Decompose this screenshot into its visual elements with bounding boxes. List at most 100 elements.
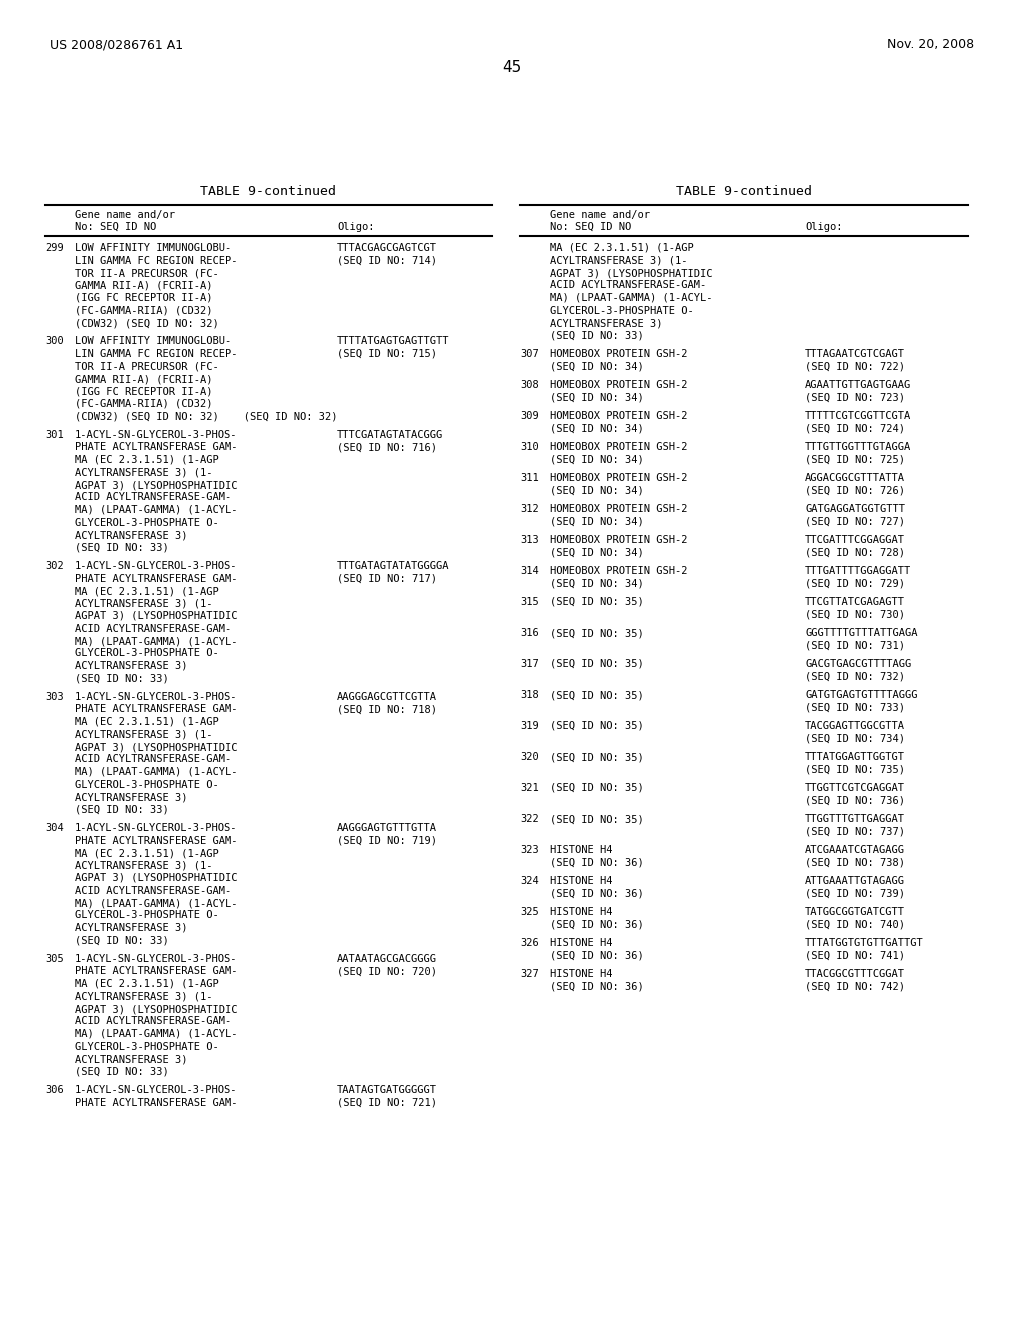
Text: ACID ACYLTRANSFERASE-GAM-: ACID ACYLTRANSFERASE-GAM- bbox=[75, 1016, 231, 1027]
Text: ACYLTRANSFERASE 3) (1-: ACYLTRANSFERASE 3) (1- bbox=[75, 861, 213, 870]
Text: (SEQ ID NO: 733): (SEQ ID NO: 733) bbox=[805, 702, 905, 713]
Text: TTTATGGTGTGTTGATTGT: TTTATGGTGTGTTGATTGT bbox=[805, 939, 924, 948]
Text: ACYLTRANSFERASE 3): ACYLTRANSFERASE 3) bbox=[550, 318, 663, 327]
Text: (SEQ ID NO: 741): (SEQ ID NO: 741) bbox=[805, 950, 905, 961]
Text: 318: 318 bbox=[520, 690, 539, 700]
Text: 312: 312 bbox=[520, 504, 539, 513]
Text: MA) (LPAAT-GAMMA) (1-ACYL-: MA) (LPAAT-GAMMA) (1-ACYL- bbox=[75, 1030, 238, 1039]
Text: TTTATGGAGTTGGTGT: TTTATGGAGTTGGTGT bbox=[805, 752, 905, 762]
Text: 323: 323 bbox=[520, 845, 539, 855]
Text: 314: 314 bbox=[520, 566, 539, 576]
Text: HOMEOBOX PROTEIN GSH-2: HOMEOBOX PROTEIN GSH-2 bbox=[550, 473, 687, 483]
Text: ACYLTRANSFERASE 3): ACYLTRANSFERASE 3) bbox=[75, 792, 187, 803]
Text: Gene name and/or: Gene name and/or bbox=[550, 210, 650, 220]
Text: (IGG FC RECEPTOR II-A): (IGG FC RECEPTOR II-A) bbox=[75, 293, 213, 304]
Text: (SEQ ID NO: 35): (SEQ ID NO: 35) bbox=[550, 752, 644, 762]
Text: (SEQ ID NO: 721): (SEQ ID NO: 721) bbox=[337, 1097, 437, 1107]
Text: AATAATAGCGACGGGG: AATAATAGCGACGGGG bbox=[337, 954, 437, 964]
Text: (SEQ ID NO: 35): (SEQ ID NO: 35) bbox=[550, 814, 644, 824]
Text: ACYLTRANSFERASE 3) (1-: ACYLTRANSFERASE 3) (1- bbox=[75, 598, 213, 609]
Text: TTTGATTTTGGAGGATT: TTTGATTTTGGAGGATT bbox=[805, 566, 911, 576]
Text: TAATAGTGATGGGGGT: TAATAGTGATGGGGGT bbox=[337, 1085, 437, 1096]
Text: TTGGTTTGTTGAGGAT: TTGGTTTGTTGAGGAT bbox=[805, 814, 905, 824]
Text: ACYLTRANSFERASE 3) (1-: ACYLTRANSFERASE 3) (1- bbox=[75, 730, 213, 739]
Text: 1-ACYL-SN-GLYCEROL-3-PHOS-: 1-ACYL-SN-GLYCEROL-3-PHOS- bbox=[75, 822, 238, 833]
Text: GLYCEROL-3-PHOSPHATE O-: GLYCEROL-3-PHOSPHATE O- bbox=[550, 305, 693, 315]
Text: (SEQ ID NO: 33): (SEQ ID NO: 33) bbox=[75, 804, 169, 814]
Text: 45: 45 bbox=[503, 59, 521, 75]
Text: TTTTTCGTCGGTTCGTA: TTTTTCGTCGGTTCGTA bbox=[805, 411, 911, 421]
Text: TTTGATAGTATATGGGGA: TTTGATAGTATATGGGGA bbox=[337, 561, 450, 572]
Text: (CDW32) (SEQ ID NO: 32): (CDW32) (SEQ ID NO: 32) bbox=[75, 318, 219, 327]
Text: (SEQ ID NO: 33): (SEQ ID NO: 33) bbox=[75, 673, 169, 684]
Text: 309: 309 bbox=[520, 411, 539, 421]
Text: (SEQ ID NO: 36): (SEQ ID NO: 36) bbox=[550, 858, 644, 867]
Text: ACYLTRANSFERASE 3): ACYLTRANSFERASE 3) bbox=[75, 923, 187, 933]
Text: TTTAGAATCGTCGAGT: TTTAGAATCGTCGAGT bbox=[805, 348, 905, 359]
Text: ACYLTRANSFERASE 3) (1-: ACYLTRANSFERASE 3) (1- bbox=[75, 991, 213, 1002]
Text: 1-ACYL-SN-GLYCEROL-3-PHOS-: 1-ACYL-SN-GLYCEROL-3-PHOS- bbox=[75, 692, 238, 702]
Text: ACID ACYLTRANSFERASE-GAM-: ACID ACYLTRANSFERASE-GAM- bbox=[75, 492, 231, 503]
Text: TTTACGAGCGAGTCGT: TTTACGAGCGAGTCGT bbox=[337, 243, 437, 253]
Text: LOW AFFINITY IMMUNOGLOBU-: LOW AFFINITY IMMUNOGLOBU- bbox=[75, 243, 231, 253]
Text: AGGACGGCGTTTATTA: AGGACGGCGTTTATTA bbox=[805, 473, 905, 483]
Text: TTTTATGAGTGAGTTGTT: TTTTATGAGTGAGTTGTT bbox=[337, 337, 450, 346]
Text: GATGTGAGTGTTTTAGGG: GATGTGAGTGTTTTAGGG bbox=[805, 690, 918, 700]
Text: 315: 315 bbox=[520, 597, 539, 607]
Text: AGPAT 3) (LYSOPHOSPHATIDIC: AGPAT 3) (LYSOPHOSPHATIDIC bbox=[550, 268, 713, 279]
Text: (SEQ ID NO: 738): (SEQ ID NO: 738) bbox=[805, 858, 905, 867]
Text: TACGGAGTTGGCGTTA: TACGGAGTTGGCGTTA bbox=[805, 721, 905, 731]
Text: (SEQ ID NO: 36): (SEQ ID NO: 36) bbox=[550, 920, 644, 929]
Text: 321: 321 bbox=[520, 783, 539, 793]
Text: (FC-GAMMA-RIIA) (CD32): (FC-GAMMA-RIIA) (CD32) bbox=[75, 305, 213, 315]
Text: AGAATTGTTGAGTGAAG: AGAATTGTTGAGTGAAG bbox=[805, 380, 911, 389]
Text: (SEQ ID NO: 35): (SEQ ID NO: 35) bbox=[550, 783, 644, 793]
Text: ACYLTRANSFERASE 3) (1-: ACYLTRANSFERASE 3) (1- bbox=[550, 256, 687, 265]
Text: HOMEOBOX PROTEIN GSH-2: HOMEOBOX PROTEIN GSH-2 bbox=[550, 566, 687, 576]
Text: GAMMA RII-A) (FCRII-A): GAMMA RII-A) (FCRII-A) bbox=[75, 374, 213, 384]
Text: (SEQ ID NO: 35): (SEQ ID NO: 35) bbox=[550, 690, 644, 700]
Text: MA (EC 2.3.1.51) (1-AGP: MA (EC 2.3.1.51) (1-AGP bbox=[75, 847, 219, 858]
Text: (SEQ ID NO: 717): (SEQ ID NO: 717) bbox=[337, 573, 437, 583]
Text: Oligo:: Oligo: bbox=[337, 222, 375, 232]
Text: TABLE 9-continued: TABLE 9-continued bbox=[200, 185, 336, 198]
Text: PHATE ACYLTRANSFERASE GAM-: PHATE ACYLTRANSFERASE GAM- bbox=[75, 1097, 238, 1107]
Text: TATGGCGGTGATCGTT: TATGGCGGTGATCGTT bbox=[805, 907, 905, 917]
Text: ACID ACYLTRANSFERASE-GAM-: ACID ACYLTRANSFERASE-GAM- bbox=[75, 623, 231, 634]
Text: (SEQ ID NO: 722): (SEQ ID NO: 722) bbox=[805, 362, 905, 371]
Text: 316: 316 bbox=[520, 628, 539, 638]
Text: GLYCEROL-3-PHOSPHATE O-: GLYCEROL-3-PHOSPHATE O- bbox=[75, 1041, 219, 1052]
Text: TTTCGATAGTATACGGG: TTTCGATAGTATACGGG bbox=[337, 430, 443, 440]
Text: (SEQ ID NO: 34): (SEQ ID NO: 34) bbox=[550, 578, 644, 589]
Text: MA (EC 2.3.1.51) (1-AGP: MA (EC 2.3.1.51) (1-AGP bbox=[75, 979, 219, 989]
Text: PHATE ACYLTRANSFERASE GAM-: PHATE ACYLTRANSFERASE GAM- bbox=[75, 442, 238, 453]
Text: 299: 299 bbox=[45, 243, 63, 253]
Text: HOMEOBOX PROTEIN GSH-2: HOMEOBOX PROTEIN GSH-2 bbox=[550, 380, 687, 389]
Text: (SEQ ID NO: 726): (SEQ ID NO: 726) bbox=[805, 486, 905, 495]
Text: (SEQ ID NO: 720): (SEQ ID NO: 720) bbox=[337, 966, 437, 977]
Text: 324: 324 bbox=[520, 876, 539, 886]
Text: (SEQ ID NO: 34): (SEQ ID NO: 34) bbox=[550, 486, 644, 495]
Text: TTCGTTATCGAGAGTT: TTCGTTATCGAGAGTT bbox=[805, 597, 905, 607]
Text: AAGGGAGTGTTTGTTA: AAGGGAGTGTTTGTTA bbox=[337, 822, 437, 833]
Text: (SEQ ID NO: 33): (SEQ ID NO: 33) bbox=[75, 1067, 169, 1077]
Text: (SEQ ID NO: 718): (SEQ ID NO: 718) bbox=[337, 705, 437, 714]
Text: 308: 308 bbox=[520, 380, 539, 389]
Text: Nov. 20, 2008: Nov. 20, 2008 bbox=[887, 38, 974, 51]
Text: 322: 322 bbox=[520, 814, 539, 824]
Text: (SEQ ID NO: 737): (SEQ ID NO: 737) bbox=[805, 826, 905, 837]
Text: MA (EC 2.3.1.51) (1-AGP: MA (EC 2.3.1.51) (1-AGP bbox=[550, 243, 693, 253]
Text: (SEQ ID NO: 34): (SEQ ID NO: 34) bbox=[550, 424, 644, 433]
Text: (SEQ ID NO: 742): (SEQ ID NO: 742) bbox=[805, 982, 905, 991]
Text: GLYCEROL-3-PHOSPHATE O-: GLYCEROL-3-PHOSPHATE O- bbox=[75, 517, 219, 528]
Text: (SEQ ID NO: 35): (SEQ ID NO: 35) bbox=[550, 659, 644, 669]
Text: 325: 325 bbox=[520, 907, 539, 917]
Text: Oligo:: Oligo: bbox=[805, 222, 843, 232]
Text: ACID ACYLTRANSFERASE-GAM-: ACID ACYLTRANSFERASE-GAM- bbox=[75, 886, 231, 895]
Text: PHATE ACYLTRANSFERASE GAM-: PHATE ACYLTRANSFERASE GAM- bbox=[75, 573, 238, 583]
Text: (SEQ ID NO: 739): (SEQ ID NO: 739) bbox=[805, 888, 905, 899]
Text: 319: 319 bbox=[520, 721, 539, 731]
Text: (SEQ ID NO: 34): (SEQ ID NO: 34) bbox=[550, 548, 644, 557]
Text: AGPAT 3) (LYSOPHOSPHATIDIC: AGPAT 3) (LYSOPHOSPHATIDIC bbox=[75, 480, 238, 490]
Text: MA (EC 2.3.1.51) (1-AGP: MA (EC 2.3.1.51) (1-AGP bbox=[75, 455, 219, 465]
